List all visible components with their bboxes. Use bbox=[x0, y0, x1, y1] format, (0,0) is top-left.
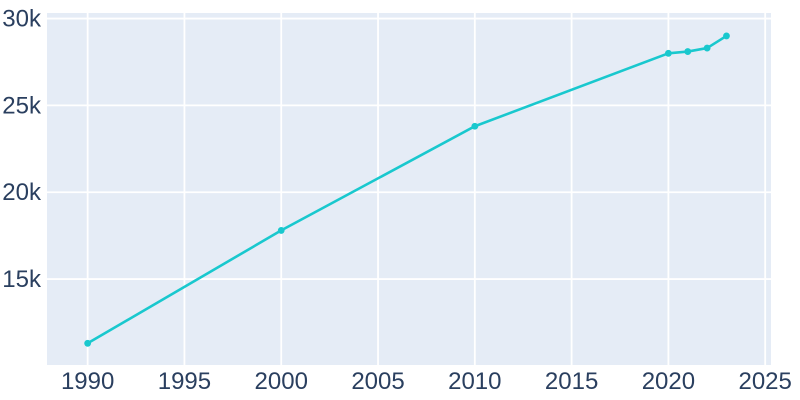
x-tick-label: 2000 bbox=[255, 368, 308, 395]
data-point-2010[interactable] bbox=[471, 122, 479, 130]
x-tick-label: 2010 bbox=[448, 368, 501, 395]
data-point-2000[interactable] bbox=[277, 227, 285, 234]
x-tick-label: 1990 bbox=[61, 368, 114, 395]
y-tick-label: 25k bbox=[2, 92, 42, 119]
x-tick-label: 1995 bbox=[158, 368, 211, 395]
y-tick-label: 20k bbox=[2, 179, 42, 206]
y-tick-label: 30k bbox=[2, 6, 42, 33]
x-tick-label: 2020 bbox=[642, 368, 695, 395]
x-tick-label: 2015 bbox=[545, 368, 598, 395]
data-point-2023[interactable] bbox=[723, 32, 730, 40]
data-point-1990[interactable] bbox=[84, 339, 92, 347]
data-point-2021[interactable] bbox=[684, 48, 692, 55]
data-point-2020[interactable] bbox=[665, 49, 672, 57]
plot-area[interactable] bbox=[47, 13, 771, 365]
data-point-2022[interactable] bbox=[703, 44, 711, 52]
x-tick-label: 2025 bbox=[738, 368, 791, 395]
x-tick-label: 2005 bbox=[351, 368, 404, 395]
y-tick-label: 15k bbox=[2, 266, 42, 293]
